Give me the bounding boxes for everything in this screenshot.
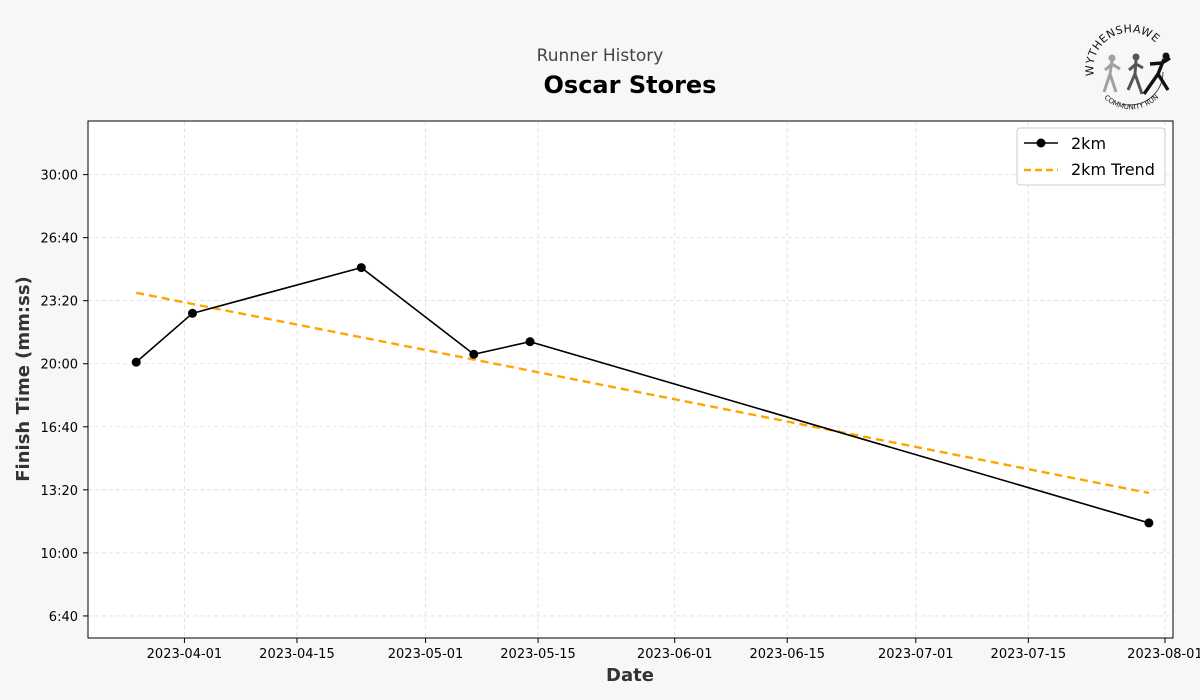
legend-label-2km: 2km [1071,134,1106,153]
chart-subtitle: Runner History [536,46,664,66]
y-axis: 6:40 10:00 13:20 16:40 20:00 23:20 26:40 30:00 [41,169,88,625]
runner-icon-light [1102,54,1121,93]
x-tick-label: 2023-04-01 [147,647,223,662]
y-tick-label: 13:20 [41,484,78,499]
x-tick-label: 2023-08-01 [1127,647,1200,662]
logo-top-text: WYTHENSHAWE [1083,22,1162,76]
data-point-2km [187,308,197,318]
y-tick-label: 16:40 [41,421,78,436]
x-tick-label: 2023-07-15 [991,647,1067,662]
data-point-2km [1144,518,1154,528]
y-tick-label: 30:00 [41,169,78,184]
x-tick-label: 2023-06-15 [749,647,825,662]
logo-ring [1096,38,1164,106]
plot-background [88,121,1173,638]
y-tick-label: 26:40 [41,232,78,247]
x-tick-label: 2023-05-01 [388,647,464,662]
x-axis: 2023-04-01 2023-04-15 2023-05-01 2023-05-15… [147,638,1200,662]
y-tick-label: 20:00 [41,358,78,373]
runner-icon-mid [1126,53,1144,95]
data-point-2km [131,357,141,367]
data-point-2km [525,337,535,347]
legend-marker-2km [1036,138,1046,148]
x-tick-label: 2023-05-15 [500,647,576,662]
chart-title: Oscar Stores [543,71,717,99]
legend-label-2km-trend: 2km Trend [1071,160,1155,179]
y-tick-label: 23:20 [41,295,78,310]
wythenshawe-community-run-logo: WYTHENSHAWE COMMUNITY RUN [1083,22,1171,111]
x-axis-title: Date [606,665,654,686]
series-layer [131,263,1154,528]
x-tick-label: 2023-06-01 [637,647,713,662]
series-line-2km [135,266,1150,524]
series-line-2km-trend [135,291,1150,495]
grid-layer [88,121,1173,638]
data-point-2km [469,349,479,359]
y-tick-label: 10:00 [41,547,78,562]
plot-frame [87,120,1174,639]
y-axis-title: Finish Time (mm:ss) [13,276,34,482]
y-tick-label: 6:40 [49,610,78,625]
x-tick-label: 2023-07-01 [878,647,954,662]
legend: 2km 2km Trend [1016,127,1166,186]
x-tick-label: 2023-04-15 [259,647,335,662]
runner-icon-dark [1142,52,1171,95]
data-point-2km [356,263,366,273]
logo-bottom-text: COMMUNITY RUN [1103,93,1161,111]
